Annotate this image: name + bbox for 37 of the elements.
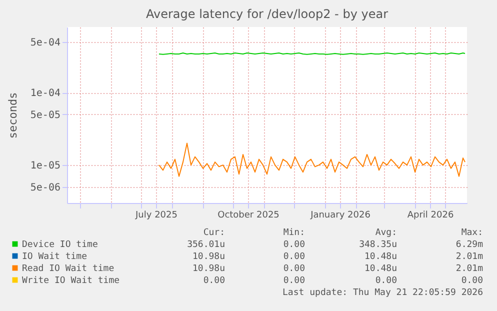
chart-title: Average latency for /dev/loop2 - by year <box>146 7 388 21</box>
text: Cur: <box>203 228 225 238</box>
legend-label: Read IO Wait time <box>22 264 114 274</box>
x-tick-label: January 2026 <box>310 210 371 220</box>
text: 0.00 <box>283 240 305 250</box>
text: 10.48u <box>364 252 397 262</box>
text: Max: <box>461 228 483 238</box>
y-tick-label: 5e-05 <box>30 110 60 121</box>
text: 10.48u <box>364 264 397 274</box>
line-series <box>158 142 466 177</box>
text: 0.00 <box>283 264 305 274</box>
text: Avg: <box>375 228 397 238</box>
y-tick-label: 5e-06 <box>30 182 60 194</box>
y-tick-label: 1e-05 <box>30 160 60 172</box>
x-tick-label: October 2025 <box>218 210 280 220</box>
text: Last update: Thu May 21 22:05:59 2026 <box>282 288 483 298</box>
text: 348.35u <box>359 240 397 250</box>
x-tick-label: July 2025 <box>134 210 178 220</box>
y-tick-label: 1e-04 <box>30 88 60 100</box>
text: 0.00 <box>461 276 483 286</box>
text: 0.00 <box>283 252 305 262</box>
text: 10.98u <box>192 264 225 274</box>
text: Min: <box>283 228 305 238</box>
text: 0.00 <box>283 276 305 286</box>
y-axis-title: seconds <box>6 92 20 139</box>
text: 0.00 <box>203 276 225 286</box>
x-tick-label: April 2026 <box>407 210 454 220</box>
text: 6.29m <box>456 240 483 250</box>
text: 2.01m <box>456 252 483 262</box>
text: 2.01m <box>456 264 483 274</box>
text: 0.00 <box>375 276 397 286</box>
y-tick-label: 5e-04 <box>30 37 60 48</box>
legend-label: Write IO Wait time <box>22 276 120 286</box>
legend-label: Device IO time <box>22 240 98 250</box>
text: 10.98u <box>192 252 225 262</box>
text: 356.01u <box>187 240 225 250</box>
legend-label: IO Wait time <box>22 252 88 262</box>
